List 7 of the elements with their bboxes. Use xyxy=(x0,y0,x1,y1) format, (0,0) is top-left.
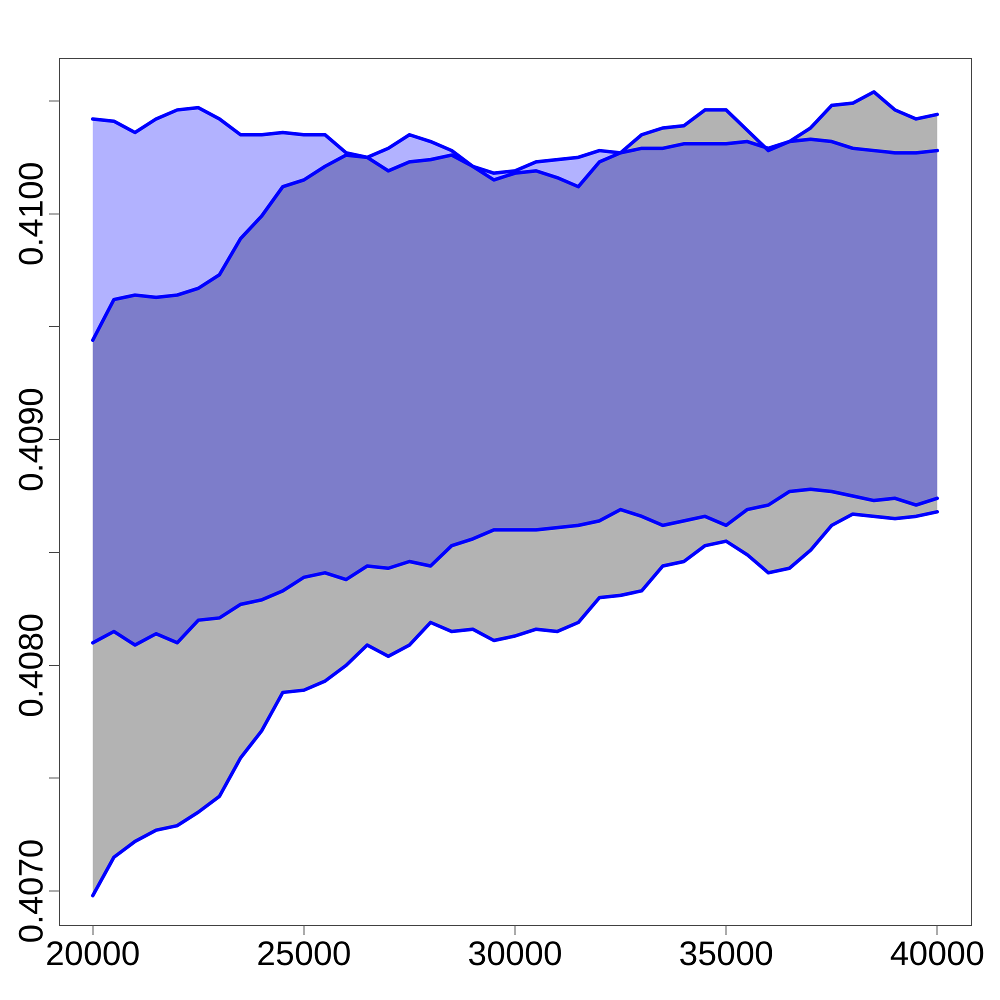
x-tick-label: 40000 xyxy=(890,934,984,973)
y-tick-label: 0.4090 xyxy=(12,388,50,492)
x-tick-label: 25000 xyxy=(256,934,352,973)
y-tick-label: 0.4100 xyxy=(12,162,50,266)
x-tick-label: 30000 xyxy=(468,934,562,973)
y-tick-label: 0.4080 xyxy=(12,613,50,718)
x-tick-label: 35000 xyxy=(678,934,774,973)
